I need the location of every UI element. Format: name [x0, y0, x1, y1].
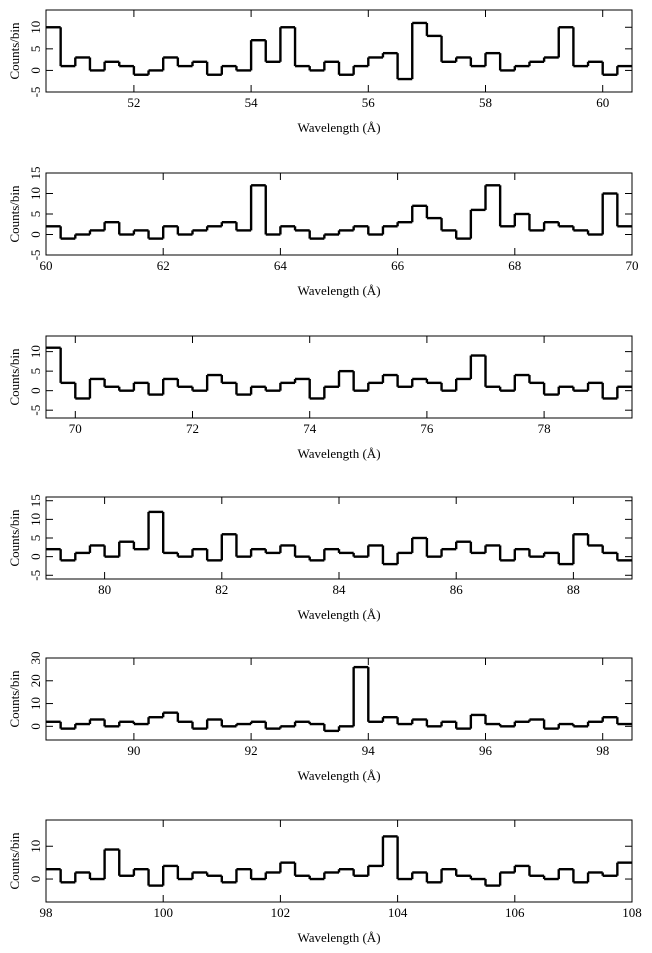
- y-tick-label: -5: [28, 405, 43, 416]
- panel: 60 62 64 66 68 70 -5 0 5 10 15 Wavelength (Å) Counts…: [7, 167, 639, 298]
- y-tick-label: 0: [28, 387, 43, 394]
- y-axis-label: Counts/bin: [7, 670, 22, 728]
- y-tick-label: -5: [28, 87, 43, 98]
- y-tick-label: 5: [28, 46, 43, 53]
- panel: 80 82 84 86 88 -5 0 5 10 15 Wavelength (Å) Counts/b…: [7, 494, 633, 622]
- x-tick-label: 88: [567, 582, 580, 597]
- y-tick-label: 15: [28, 494, 43, 507]
- y-tick-label: 0: [28, 67, 43, 74]
- y-tick-label: -5: [28, 570, 43, 581]
- x-tick-label: 56: [362, 95, 376, 110]
- x-axis-label: Wavelength (Å): [297, 607, 380, 622]
- y-tick-label: 0: [28, 876, 43, 883]
- y-tick-label: 0: [28, 553, 43, 560]
- plot-frame: [45, 496, 633, 580]
- y-tick-label: 10: [28, 513, 43, 526]
- y-axis-label: Counts/bin: [7, 509, 22, 567]
- x-axis-label: Wavelength (Å): [297, 446, 380, 461]
- x-tick-label: 104: [388, 905, 408, 920]
- x-tick-label: 70: [626, 258, 639, 273]
- y-tick-label: 20: [28, 674, 43, 687]
- x-tick-label: 92: [245, 743, 258, 758]
- x-tick-label: 58: [479, 95, 492, 110]
- plot-frame: [45, 335, 633, 419]
- y-axis-label: Counts/bin: [7, 832, 22, 890]
- x-tick-label: 66: [391, 258, 405, 273]
- x-tick-label: 84: [333, 582, 347, 597]
- panel: 70 72 74 76 78 -5 0 5 10 Wavelength (Å) Counts/bin: [7, 335, 633, 461]
- y-tick-label: 10: [28, 697, 43, 710]
- x-tick-label: 60: [596, 95, 609, 110]
- x-tick-label: 76: [420, 421, 434, 436]
- y-tick-label: 10: [28, 840, 43, 853]
- x-tick-label: 98: [596, 743, 609, 758]
- y-tick-label: 0: [28, 723, 43, 730]
- y-axis-label: Counts/bin: [7, 185, 22, 243]
- x-tick-label: 86: [450, 582, 464, 597]
- histogram: [46, 21, 632, 81]
- x-tick-label: 70: [69, 421, 82, 436]
- x-tick-label: 82: [215, 582, 228, 597]
- x-axis-label: Wavelength (Å): [297, 283, 380, 298]
- x-tick-label: 106: [505, 905, 525, 920]
- x-axis-label: Wavelength (Å): [297, 930, 380, 945]
- histogram: [46, 346, 632, 400]
- plot-frame: [45, 9, 633, 93]
- x-tick-label: 64: [274, 258, 288, 273]
- panel: 52 54 56 58 60 -5 0 5 10 Wavelength (Å) Counts/bin: [7, 9, 633, 135]
- histogram: [46, 665, 632, 733]
- histogram: [46, 835, 632, 887]
- x-axis-label: Wavelength (Å): [297, 120, 380, 135]
- x-tick-label: 96: [479, 743, 493, 758]
- x-tick-label: 74: [303, 421, 317, 436]
- y-tick-label: 5: [28, 211, 43, 218]
- y-tick-label: 0: [28, 231, 43, 238]
- histogram: [46, 510, 632, 566]
- plot-frame: [45, 172, 633, 256]
- panel: 90 92 94 96 98 0 10 20 30 Wavelength (Å) Counts/bi…: [7, 652, 633, 783]
- x-tick-label: 54: [245, 95, 259, 110]
- x-tick-label: 60: [40, 258, 53, 273]
- x-tick-label: 68: [508, 258, 521, 273]
- y-tick-label: 10: [28, 187, 43, 200]
- x-tick-label: 90: [127, 743, 140, 758]
- plot-frame: [45, 819, 633, 903]
- y-tick-label: 30: [28, 652, 43, 665]
- plot-frame: [45, 657, 633, 741]
- x-tick-label: 98: [40, 905, 53, 920]
- y-axis-label: Counts/bin: [7, 22, 22, 80]
- y-tick-label: 5: [28, 368, 43, 375]
- x-tick-label: 72: [186, 421, 199, 436]
- y-tick-label: -5: [28, 250, 43, 261]
- y-tick-label: 15: [28, 167, 43, 180]
- histogram: [46, 184, 632, 240]
- y-tick-label: 10: [28, 345, 43, 358]
- x-tick-label: 94: [362, 743, 376, 758]
- x-tick-label: 108: [622, 905, 642, 920]
- x-tick-label: 62: [157, 258, 170, 273]
- panel: 98 100 102 104 106 108 0 10 Wavelength (Å) Counts…: [7, 819, 642, 945]
- x-tick-label: 102: [271, 905, 291, 920]
- y-axis-label: Counts/bin: [7, 348, 22, 406]
- x-tick-label: 100: [153, 905, 173, 920]
- x-tick-label: 80: [98, 582, 111, 597]
- x-tick-label: 78: [538, 421, 551, 436]
- x-axis-label: Wavelength (Å): [297, 768, 380, 783]
- y-tick-label: 5: [28, 535, 43, 542]
- y-tick-label: 10: [28, 21, 43, 34]
- x-tick-label: 52: [127, 95, 140, 110]
